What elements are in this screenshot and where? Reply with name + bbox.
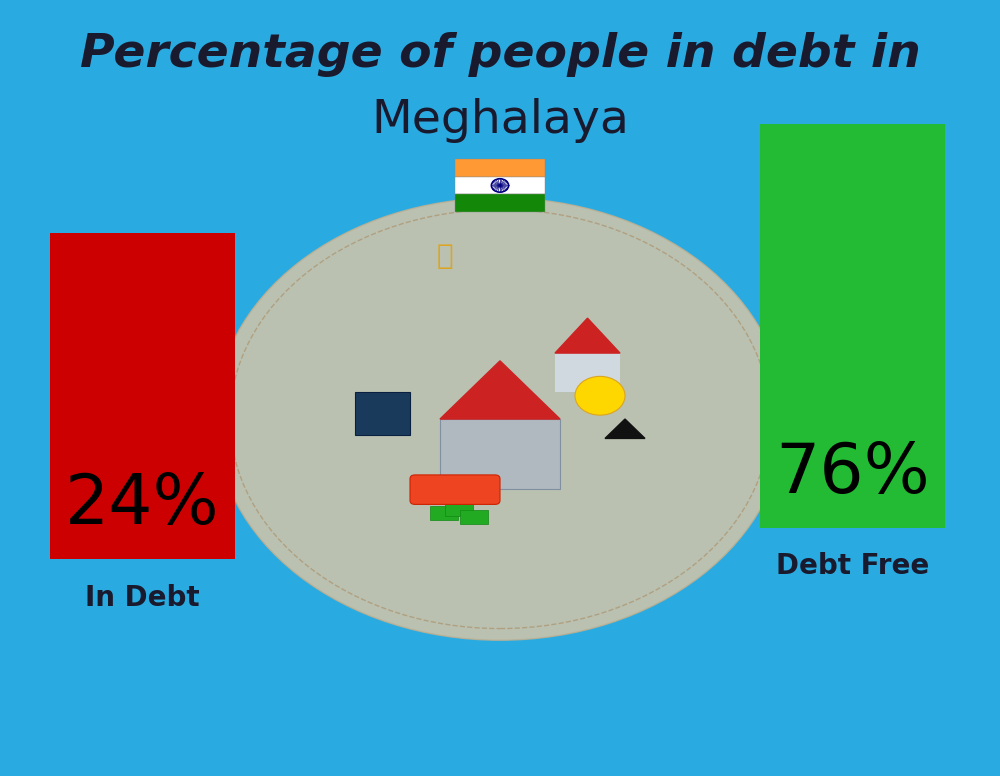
FancyBboxPatch shape bbox=[455, 177, 545, 194]
Polygon shape bbox=[605, 419, 645, 438]
FancyBboxPatch shape bbox=[440, 419, 560, 489]
Polygon shape bbox=[440, 361, 560, 419]
Text: 24%: 24% bbox=[65, 471, 220, 538]
FancyBboxPatch shape bbox=[555, 353, 620, 392]
FancyBboxPatch shape bbox=[445, 502, 473, 516]
Circle shape bbox=[215, 198, 785, 640]
Text: 🦅: 🦅 bbox=[437, 242, 453, 270]
FancyBboxPatch shape bbox=[410, 475, 500, 504]
FancyBboxPatch shape bbox=[50, 233, 235, 559]
FancyBboxPatch shape bbox=[460, 510, 488, 524]
FancyBboxPatch shape bbox=[760, 124, 945, 528]
Circle shape bbox=[575, 376, 625, 415]
Text: Debt Free: Debt Free bbox=[776, 553, 929, 580]
FancyBboxPatch shape bbox=[455, 194, 545, 212]
FancyBboxPatch shape bbox=[430, 506, 458, 520]
FancyBboxPatch shape bbox=[355, 392, 410, 435]
Text: In Debt: In Debt bbox=[85, 584, 200, 611]
Polygon shape bbox=[555, 318, 620, 353]
Text: Meghalaya: Meghalaya bbox=[371, 98, 629, 143]
Text: 76%: 76% bbox=[775, 440, 930, 507]
FancyBboxPatch shape bbox=[455, 159, 545, 177]
Text: Percentage of people in debt in: Percentage of people in debt in bbox=[80, 32, 920, 77]
